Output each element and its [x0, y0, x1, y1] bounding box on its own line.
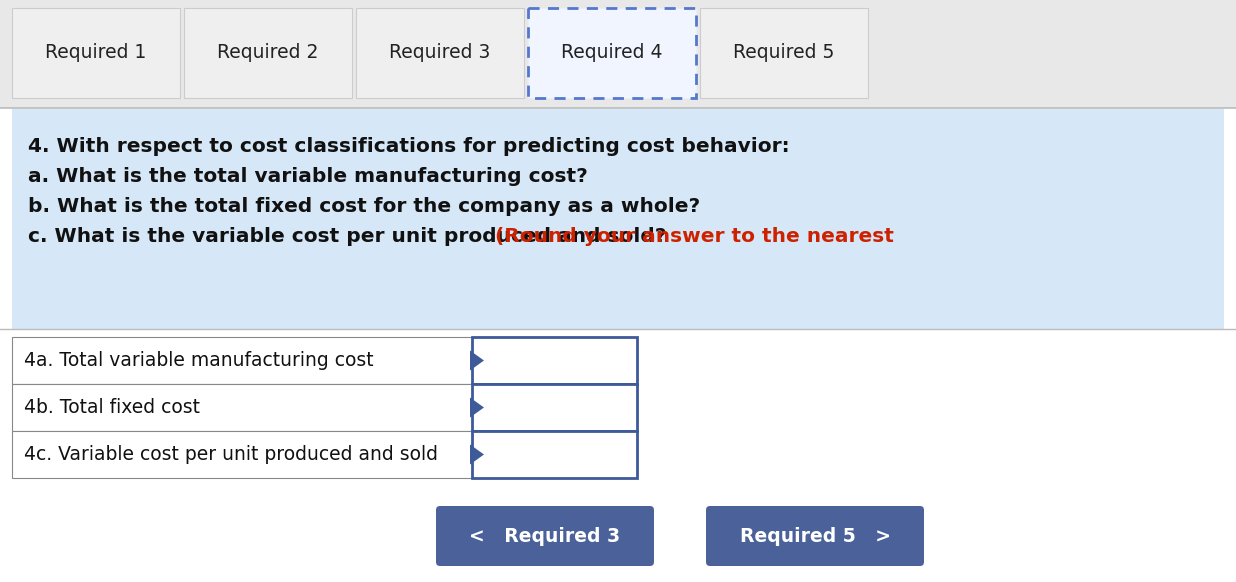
Text: 4c. Variable cost per unit produced and sold: 4c. Variable cost per unit produced and … [23, 445, 438, 464]
Text: Required 3: Required 3 [389, 44, 491, 62]
Bar [0, 0, 1236, 108]
Text: a. What is the total variable manufacturing cost?: a. What is the total variable manufactur… [28, 167, 588, 186]
Text: Required 2: Required 2 [218, 44, 319, 62]
Text: Required 5: Required 5 [733, 44, 834, 62]
Text: <   Required 3: < Required 3 [470, 527, 620, 545]
Bar [184, 8, 352, 98]
Bar [700, 8, 868, 98]
Bar [12, 431, 472, 478]
Bar [12, 337, 472, 384]
FancyBboxPatch shape [706, 506, 925, 566]
Bar [12, 384, 472, 431]
Text: b. What is the total fixed cost for the company as a whole?: b. What is the total fixed cost for the … [28, 197, 700, 216]
Polygon shape [470, 398, 485, 417]
Text: (Round your answer to the nearest: (Round your answer to the nearest [496, 227, 895, 246]
Text: c. What is the variable cost per unit produced and sold?: c. What is the variable cost per unit pr… [28, 227, 674, 246]
Bar [528, 8, 696, 98]
Text: 4. With respect to cost classifications for predicting cost behavior:: 4. With respect to cost classifications … [28, 137, 790, 156]
FancyBboxPatch shape [436, 506, 654, 566]
Text: Required 1: Required 1 [46, 44, 147, 62]
Polygon shape [470, 350, 485, 371]
Bar [12, 8, 180, 98]
Bar [356, 8, 524, 98]
Bar [472, 431, 637, 478]
Text: 4b. Total fixed cost: 4b. Total fixed cost [23, 398, 200, 417]
Polygon shape [470, 445, 485, 464]
Bar [472, 337, 637, 384]
Text: 4a. Total variable manufacturing cost: 4a. Total variable manufacturing cost [23, 351, 373, 370]
Text: Required 5   >: Required 5 > [739, 527, 890, 545]
Text: Required 4: Required 4 [561, 44, 662, 62]
Bar [472, 384, 637, 431]
Bar [12, 109, 1224, 329]
